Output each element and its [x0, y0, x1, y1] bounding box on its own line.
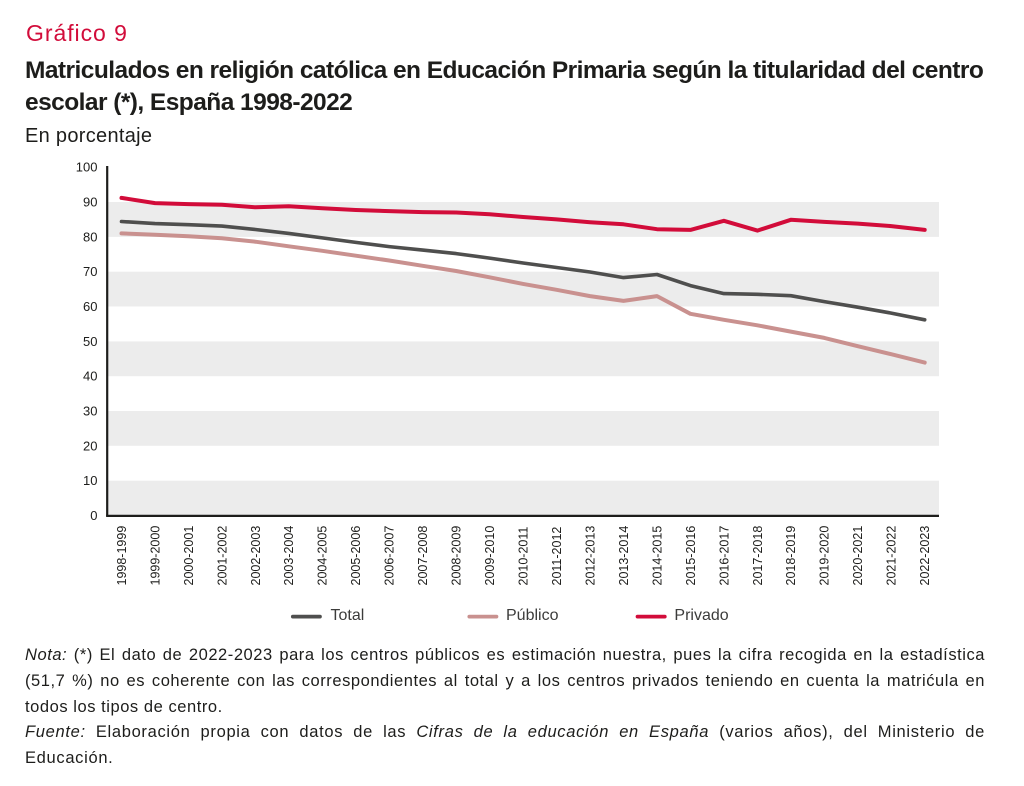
svg-text:1999-2000: 1999-2000: [148, 526, 162, 586]
svg-text:2007-2008: 2007-2008: [416, 526, 430, 586]
svg-text:40: 40: [83, 369, 97, 384]
svg-text:2008-2009: 2008-2009: [450, 526, 464, 586]
svg-text:2014-2015: 2014-2015: [650, 526, 664, 586]
svg-text:1998-1999: 1998-1999: [115, 526, 129, 586]
svg-text:100: 100: [76, 160, 98, 175]
svg-text:2021-2022: 2021-2022: [885, 526, 899, 586]
svg-text:90: 90: [83, 195, 97, 210]
svg-text:0: 0: [90, 508, 97, 523]
svg-text:50: 50: [83, 334, 97, 349]
svg-text:2005-2006: 2005-2006: [349, 526, 363, 586]
svg-text:2006-2007: 2006-2007: [383, 526, 397, 586]
svg-text:2012-2013: 2012-2013: [583, 526, 597, 586]
svg-text:2020-2021: 2020-2021: [851, 526, 865, 586]
svg-text:2001-2002: 2001-2002: [215, 526, 229, 586]
svg-text:Privado: Privado: [674, 607, 728, 624]
svg-text:Público: Público: [506, 607, 559, 624]
svg-text:2009-2010: 2009-2010: [483, 526, 497, 586]
svg-text:20: 20: [83, 438, 97, 453]
svg-text:10: 10: [83, 473, 97, 488]
svg-text:2019-2020: 2019-2020: [818, 526, 832, 586]
svg-text:2002-2003: 2002-2003: [249, 526, 263, 586]
svg-text:2013-2014: 2013-2014: [617, 526, 631, 586]
svg-text:70: 70: [83, 264, 97, 279]
svg-text:80: 80: [83, 229, 97, 244]
svg-text:2015-2016: 2015-2016: [684, 526, 698, 586]
svg-text:30: 30: [83, 404, 97, 419]
svg-text:2011-2012: 2011-2012: [550, 527, 564, 586]
svg-text:60: 60: [83, 299, 97, 314]
svg-text:Total: Total: [331, 607, 365, 624]
svg-text:2016-2017: 2016-2017: [717, 526, 731, 586]
svg-text:2018-2019: 2018-2019: [784, 526, 798, 586]
svg-text:2022-2023: 2022-2023: [918, 526, 932, 586]
svg-text:2003-2004: 2003-2004: [282, 526, 296, 586]
svg-text:2004-2005: 2004-2005: [316, 526, 330, 586]
svg-text:2010-2011: 2010-2011: [517, 527, 531, 586]
svg-text:2000-2001: 2000-2001: [182, 526, 196, 586]
svg-text:2017-2018: 2017-2018: [751, 526, 765, 586]
